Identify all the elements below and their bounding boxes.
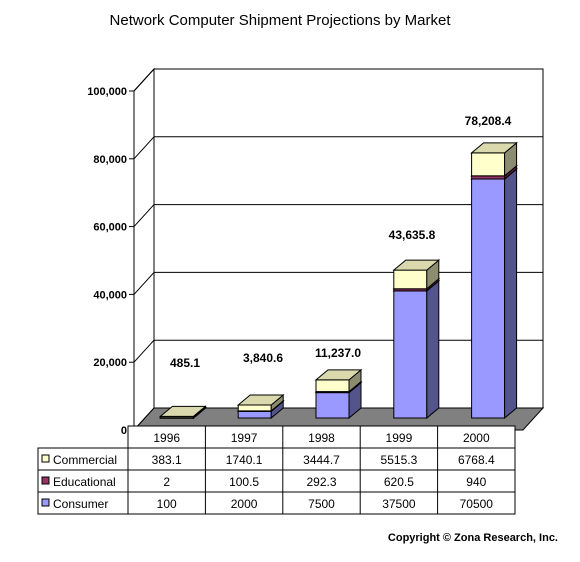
data-label-consumer-1997: 2000 (231, 497, 258, 511)
data-label-commercial-2000: 6768.4 (458, 453, 495, 467)
data-label-consumer-2000: 70500 (460, 497, 494, 511)
data-label-commercial-1999: 5515.3 (381, 453, 418, 467)
chart-title: Network Computer Shipment Projections by… (110, 12, 452, 29)
y-tick-label: 60,000 (93, 222, 127, 234)
bar-top-commercial-2000 (470, 142, 518, 154)
bar-consumer-1998 (315, 392, 350, 419)
gridline-side (133, 339, 155, 363)
bar-side-consumer-1999 (426, 279, 440, 420)
table-body (37, 447, 516, 515)
data-table: 1996 1997 1998 1999 2000 Commercial 383.1 1740.… (37, 425, 516, 515)
data-label-educational-1999: 620.5 (384, 475, 414, 489)
bar-top-commercial-1999 (392, 259, 441, 271)
category-label-1997: 1997 (231, 431, 258, 445)
legend-key-commercial (41, 454, 50, 463)
y-tick-label: 80,000 (93, 154, 127, 166)
bar-commercial-1998 (315, 379, 350, 393)
bar-top-commercial-1997 (236, 394, 285, 406)
category-label-1996: 1996 (153, 431, 180, 445)
total-labels: 485.1 3,840.6 11,237.0 43,635.8 78,208.4 (170, 114, 512, 370)
bar-top-commercial-1998 (314, 369, 363, 381)
data-label-commercial-1997: 1740.1 (226, 453, 263, 467)
data-label-educational-1997: 100.5 (229, 475, 259, 489)
y-tick-label: 40,000 (93, 289, 127, 301)
data-label-consumer-1998: 7500 (308, 497, 335, 511)
total-label-1999: 43,635.8 (389, 228, 436, 242)
y-tick-label: 100,000 (87, 86, 127, 98)
bar-commercial-1997 (237, 404, 272, 412)
data-label-commercial-1996: 383.1 (152, 453, 182, 467)
gridline-side (133, 68, 155, 92)
data-label-educational-2000: 940 (466, 475, 486, 489)
bar-consumer-2000 (471, 178, 506, 419)
data-label-educational-1996: 2 (163, 475, 170, 489)
legend-label-educational: Educational (53, 475, 116, 489)
gridline-side (133, 204, 155, 227)
category-label-1998: 1998 (308, 431, 335, 445)
data-label-consumer-1996: 100 (157, 497, 177, 511)
bar-commercial-1999 (393, 269, 428, 290)
y-tick-label: 0 (121, 425, 127, 437)
bar-side-consumer-2000 (504, 167, 518, 420)
copyright: Copyright © Zona Research, Inc. (388, 532, 558, 544)
data-label-commercial-1998: 3444.7 (303, 453, 340, 467)
bar-consumer-1999 (393, 290, 428, 419)
gridline-side (133, 136, 155, 160)
data-label-educational-1998: 292.3 (306, 475, 336, 489)
legend-label-commercial: Commercial (53, 453, 117, 467)
bar-commercial-2000 (471, 152, 506, 177)
y-tick-label: 20,000 (93, 357, 127, 369)
category-label-2000: 2000 (463, 431, 490, 445)
total-label-1997: 3,840.6 (243, 351, 283, 365)
legend-label-consumer: Consumer (53, 497, 108, 511)
category-label-1999: 1999 (386, 431, 413, 445)
legend-key-consumer (41, 498, 50, 507)
side-wall (133, 67, 155, 432)
y-axis: 100,000 80,000 60,000 40,000 20,000 0 (87, 86, 134, 437)
bars (159, 141, 518, 420)
gridline-side (133, 272, 155, 295)
bar-consumer-1997 (237, 410, 272, 419)
total-label-1996: 485.1 (170, 356, 200, 370)
total-label-2000: 78,208.4 (465, 114, 512, 128)
total-label-1998: 11,237.0 (315, 346, 361, 360)
legend-key-educational (41, 476, 50, 485)
data-label-consumer-1999: 37500 (382, 497, 416, 511)
bar-top-commercial-1996 (159, 405, 207, 417)
